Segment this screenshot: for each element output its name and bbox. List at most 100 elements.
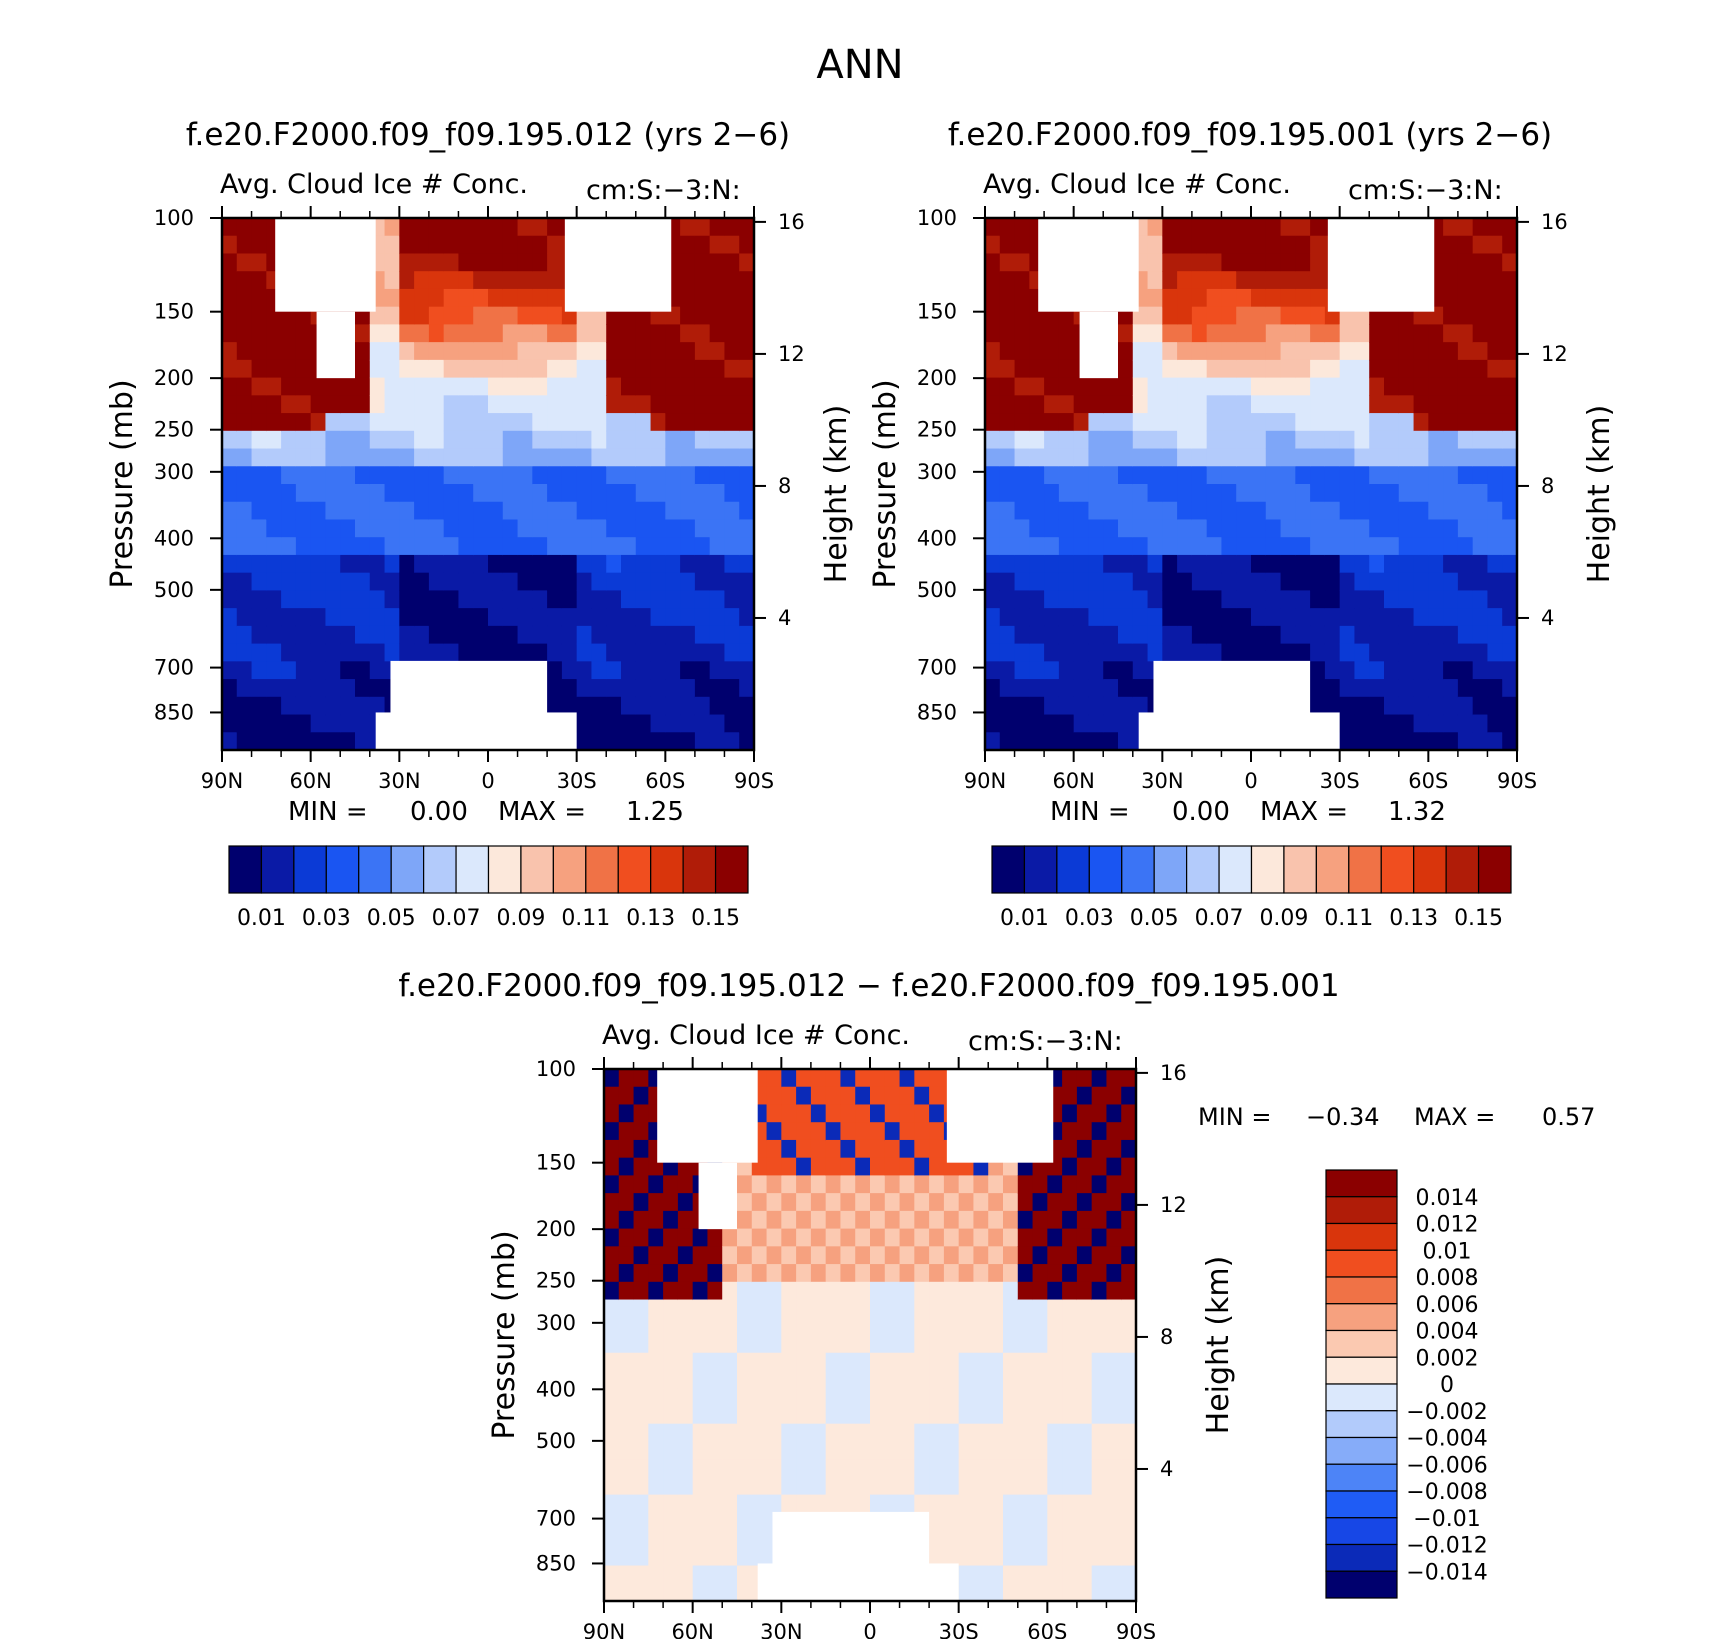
contour-cell: [1147, 306, 1163, 325]
contour-cell: [1428, 430, 1444, 450]
contour-cell: [1324, 395, 1341, 414]
contour-cell: [1103, 448, 1119, 467]
contour-cell: [604, 1193, 620, 1212]
contour-cell: [1398, 537, 1415, 556]
contour-cell: [473, 572, 489, 591]
contour-cell: [943, 1547, 960, 1567]
contour-cell: [1339, 625, 1356, 645]
contour-cell: [692, 1565, 709, 1584]
contour-cell: [884, 1441, 901, 1460]
contour-cell: [517, 342, 533, 361]
colorbar-label: 0.014: [1416, 1186, 1479, 1211]
contour-cell: [707, 1476, 723, 1496]
contour-cell: [1280, 395, 1296, 414]
contour-cell: [1118, 466, 1134, 485]
contour-cell: [384, 395, 400, 414]
contour-cell: [1014, 714, 1030, 733]
contour-cell: [707, 1317, 723, 1336]
contour-cell: [251, 466, 267, 485]
contour-cell: [414, 608, 430, 627]
contour-cell: [825, 1228, 842, 1247]
contour-cell: [443, 537, 460, 556]
contour-cell: [1073, 501, 1090, 521]
contour-cell: [766, 1104, 782, 1123]
contour-cell: [1091, 1530, 1108, 1549]
contour-cell: [1147, 501, 1163, 521]
contour-cell: [604, 1086, 620, 1106]
contour-cell: [707, 1494, 723, 1513]
contour-cell: [707, 1565, 723, 1584]
contour-cell: [781, 1086, 797, 1106]
colorbar-swatch: [1413, 845, 1447, 894]
contour-cell: [1487, 466, 1503, 485]
contour-cell: [295, 590, 312, 609]
contour-cell: [1324, 430, 1341, 450]
contour-cell: [1384, 342, 1400, 361]
contour-cell: [1106, 1210, 1122, 1230]
contour-cell: [694, 430, 711, 450]
contour-cell: [1003, 1512, 1019, 1531]
contour-cell: [665, 519, 681, 538]
contour-cell: [973, 1299, 989, 1318]
contour-cell: [1047, 1423, 1063, 1442]
contour-cell: [502, 501, 519, 521]
contour-cell: [1472, 696, 1489, 716]
colorbar-swatch: [1325, 1570, 1398, 1599]
x-tick-label: 30N: [378, 769, 420, 793]
contour-cell: [532, 608, 548, 627]
contour-cell: [1251, 288, 1267, 308]
contour-cell: [1221, 395, 1237, 414]
contour-cell: [1502, 679, 1518, 698]
panel-subtitle-left: Avg. Cloud Ice # Conc.: [602, 1020, 910, 1051]
contour-cell: [281, 590, 297, 609]
contour-cell: [355, 466, 371, 485]
contour-cell: [340, 590, 356, 609]
contour-cell: [222, 608, 238, 627]
contour-cell: [796, 1228, 812, 1247]
contour-cell: [825, 1405, 842, 1425]
contour-cell: [618, 1210, 635, 1230]
contour-cell: [1088, 395, 1104, 414]
contour-cell: [737, 1193, 753, 1212]
contour-cell: [855, 1157, 871, 1176]
contour-cell: [502, 235, 519, 255]
contour-cell: [604, 1530, 620, 1549]
contour-cell: [1047, 1512, 1063, 1531]
contour-cell: [443, 288, 460, 308]
colorbar-swatch: [1056, 845, 1090, 894]
contour-cell: [1384, 501, 1400, 521]
contour-cell: [1487, 306, 1503, 325]
contour-cell: [648, 1335, 664, 1354]
contour-cell: [914, 1139, 930, 1159]
contour-cell: [236, 679, 253, 698]
contour-cell: [517, 324, 533, 343]
contour-cell: [222, 484, 238, 503]
y2-tick-label: 8: [778, 474, 791, 498]
contour-cell: [1118, 714, 1134, 733]
contour-cell: [999, 643, 1016, 662]
contour-cell: [870, 1405, 886, 1425]
contour-cell: [1017, 1210, 1034, 1230]
contour-cell: [781, 1193, 797, 1212]
contour-cell: [1206, 218, 1223, 237]
contour-cell: [1310, 430, 1326, 450]
contour-cell: [604, 1157, 620, 1176]
contour-cell: [1472, 608, 1489, 627]
contour-cell: [1206, 288, 1223, 308]
colorbar-label: 0.15: [691, 906, 740, 931]
contour-cell: [1076, 1317, 1093, 1336]
contour-cell: [1369, 448, 1385, 467]
contour-cell: [1472, 501, 1489, 521]
contour-cell: [635, 377, 652, 396]
contour-cell: [443, 235, 460, 255]
contour-cell: [310, 732, 327, 751]
contour-cell: [1106, 1530, 1122, 1549]
contour-cell: [692, 1335, 709, 1354]
contour-cell: [781, 1246, 797, 1265]
contour-cell: [663, 1228, 679, 1247]
contour-cell: [1472, 235, 1489, 255]
contour-cell: [707, 1547, 723, 1567]
contour-cell: [1265, 608, 1282, 627]
contour-cell: [517, 537, 533, 556]
contour-cell: [310, 554, 327, 574]
